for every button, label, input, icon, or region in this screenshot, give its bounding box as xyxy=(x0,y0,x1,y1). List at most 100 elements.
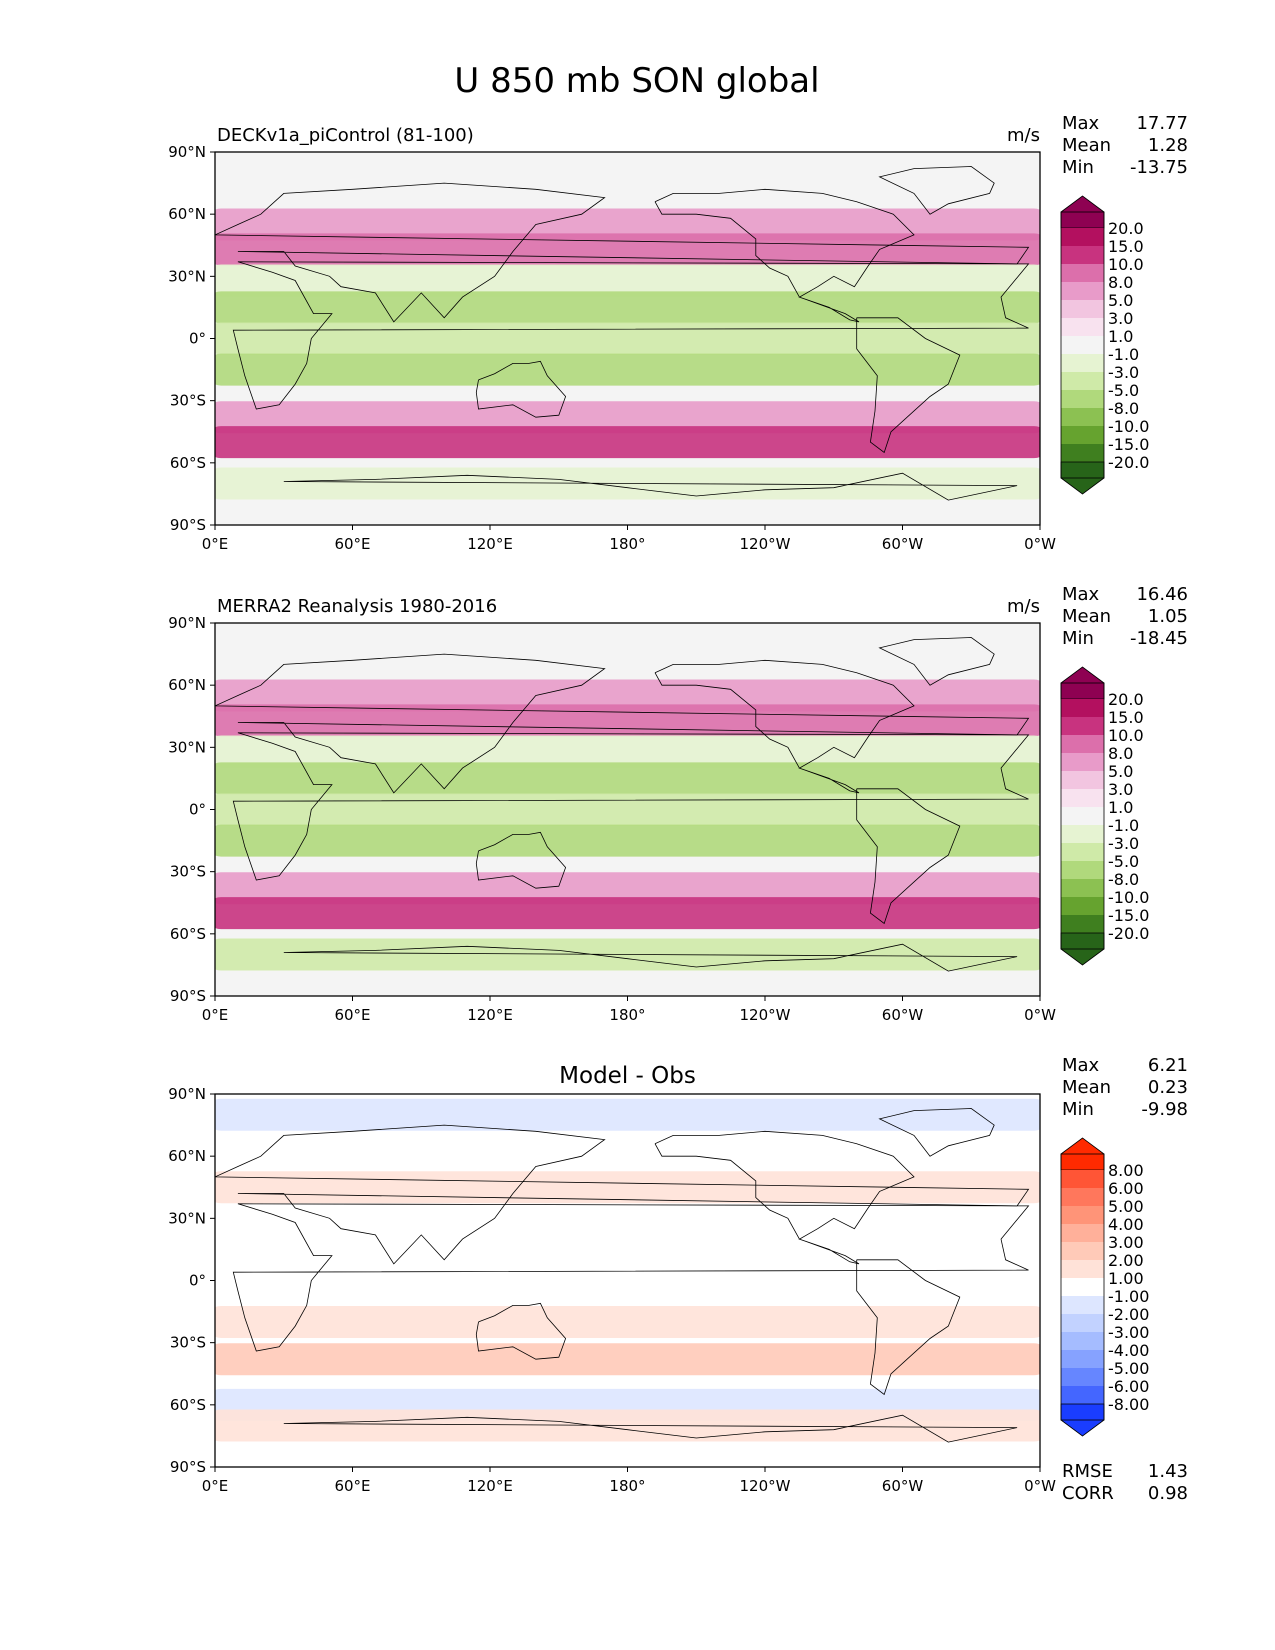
colorbar-label: 15.0 xyxy=(1108,237,1144,256)
colorbar-label: -8.00 xyxy=(1108,1395,1149,1414)
stat-value-max: 6.21 xyxy=(1148,1055,1188,1076)
coastline xyxy=(215,653,1030,794)
panel-1: 0°E 60°E 120°E 180° 120°W 60°W 0°W 90°N 60°N 30°N… xyxy=(168,113,1188,553)
colorbar-label: 3.0 xyxy=(1108,309,1133,328)
field-band xyxy=(215,824,1040,857)
colorbar-label: -10.0 xyxy=(1108,888,1149,907)
coastline xyxy=(856,317,961,454)
colorbar-label: 1.0 xyxy=(1108,798,1133,817)
x-tick-label: 60°W xyxy=(882,1006,924,1024)
x-tick-label: 0°E xyxy=(202,1477,229,1495)
coastline xyxy=(215,182,1030,323)
panel-3: 0°E 60°E 120°E 180° 120°W 60°W 0°W 90°N 60°N 30°N… xyxy=(168,1055,1188,1504)
colorbar-frame xyxy=(1060,211,1105,479)
x-tick-label: 120°W xyxy=(740,1006,791,1024)
coastline xyxy=(475,360,567,418)
colorbar-segment xyxy=(1061,1314,1104,1332)
y-tick-label: 90°S xyxy=(170,1458,206,1476)
field-band xyxy=(215,1264,1040,1297)
colorbar-label: 5.0 xyxy=(1108,291,1133,310)
coastline xyxy=(232,1203,1030,1352)
panel-title: DECKv1a_piControl (81-100) xyxy=(217,125,474,146)
colorbar: 20.015.010.08.05.03.01.0-1.0-3.0-5.0-8.0… xyxy=(1060,195,1149,495)
colorbar-label: -1.0 xyxy=(1108,345,1139,364)
x-tick-label: 120°W xyxy=(740,535,791,553)
stat-label-max: Max xyxy=(1062,113,1100,134)
stat-value-corr: 0.98 xyxy=(1148,1483,1188,1504)
y-tick-label: 90°S xyxy=(170,516,206,534)
panel-2: 0°E 60°E 120°E 180° 120°W 60°W 0°W 90°N 60°N 30°N… xyxy=(168,584,1188,1024)
colorbar-segment xyxy=(1061,372,1104,390)
colorbar-label: -6.00 xyxy=(1108,1377,1149,1396)
colorbar-segment xyxy=(1061,789,1104,807)
colorbar-segment xyxy=(1061,1368,1104,1386)
field-band xyxy=(215,679,1040,712)
x-tick-label: 120°W xyxy=(740,1477,791,1495)
colorbar-segment xyxy=(1061,753,1104,771)
colorbar-label: 10.0 xyxy=(1108,726,1144,745)
colorbar-segment xyxy=(1061,807,1104,825)
field-band xyxy=(215,1212,1040,1245)
colorbar-frame xyxy=(1060,682,1105,950)
field-band xyxy=(215,1305,1040,1338)
field-band xyxy=(215,762,1040,795)
field-band xyxy=(215,233,1040,266)
colorbar-label: 4.00 xyxy=(1108,1215,1144,1234)
x-tick-label: 120°E xyxy=(467,1006,513,1024)
coastline xyxy=(232,261,1030,410)
panel-title: Model - Obs xyxy=(559,1063,696,1089)
map-field xyxy=(215,623,1040,996)
coastline xyxy=(475,831,567,889)
stat-value-mean: 1.05 xyxy=(1148,606,1188,627)
colorbar-label: -3.0 xyxy=(1108,363,1139,382)
colorbar-segment xyxy=(1061,318,1104,336)
colorbar-label: -4.00 xyxy=(1108,1341,1149,1360)
x-tick-label: 0°W xyxy=(1024,535,1056,553)
x-tick-label: 60°E xyxy=(334,535,370,553)
stat-label-min: Min xyxy=(1062,157,1094,178)
coastline xyxy=(654,659,915,794)
colorbar-label: -20.0 xyxy=(1108,924,1149,943)
colorbar-segment xyxy=(1061,264,1104,282)
colorbar-label: 5.00 xyxy=(1108,1197,1144,1216)
colorbar-segment xyxy=(1061,1224,1104,1242)
x-tick-label: 0°E xyxy=(202,535,229,553)
y-tick-label: 0° xyxy=(189,330,206,348)
colorbar-segment xyxy=(1061,843,1104,861)
y-tick-label: 0° xyxy=(189,801,206,819)
colorbar-label: 20.0 xyxy=(1108,219,1144,238)
field-band xyxy=(215,735,1040,768)
colorbar-segment xyxy=(1061,246,1104,264)
field-band xyxy=(215,291,1040,324)
y-tick-label: 60°N xyxy=(168,205,206,223)
colorbar-label: 3.00 xyxy=(1108,1233,1144,1252)
y-tick-label: 90°N xyxy=(168,614,206,632)
colorbar-segment xyxy=(1061,444,1104,462)
colorbar-label: 2.00 xyxy=(1108,1251,1144,1270)
colorbar-segment xyxy=(1061,717,1104,735)
colorbar-label: 1.0 xyxy=(1108,327,1133,346)
colorbar-segment xyxy=(1061,1242,1104,1260)
stat-value-min: -9.98 xyxy=(1141,1099,1188,1120)
coastline xyxy=(283,1414,1018,1443)
colorbar-segment xyxy=(1061,354,1104,372)
colorbar-label: 8.0 xyxy=(1108,273,1133,292)
y-tick-label: 90°N xyxy=(168,1085,206,1103)
y-tick-label: 30°N xyxy=(168,738,206,756)
colorbar-label: -20.0 xyxy=(1108,453,1149,472)
colorbar-label: 3.0 xyxy=(1108,780,1133,799)
coastline xyxy=(654,188,915,323)
colorbar-segment xyxy=(1061,408,1104,426)
field-band xyxy=(215,353,1040,386)
colorbar-label: 8.00 xyxy=(1108,1161,1144,1180)
stat-value-max: 17.77 xyxy=(1136,113,1188,134)
y-tick-label: 60°S xyxy=(170,454,206,472)
map-field xyxy=(215,152,1040,525)
y-tick-label: 60°S xyxy=(170,925,206,943)
field-band xyxy=(215,793,1040,826)
y-tick-label: 60°N xyxy=(168,676,206,694)
y-tick-label: 60°S xyxy=(170,1396,206,1414)
coastline xyxy=(283,943,1018,972)
colorbar-segment xyxy=(1061,1278,1104,1296)
stat-label-min: Min xyxy=(1062,1099,1094,1120)
